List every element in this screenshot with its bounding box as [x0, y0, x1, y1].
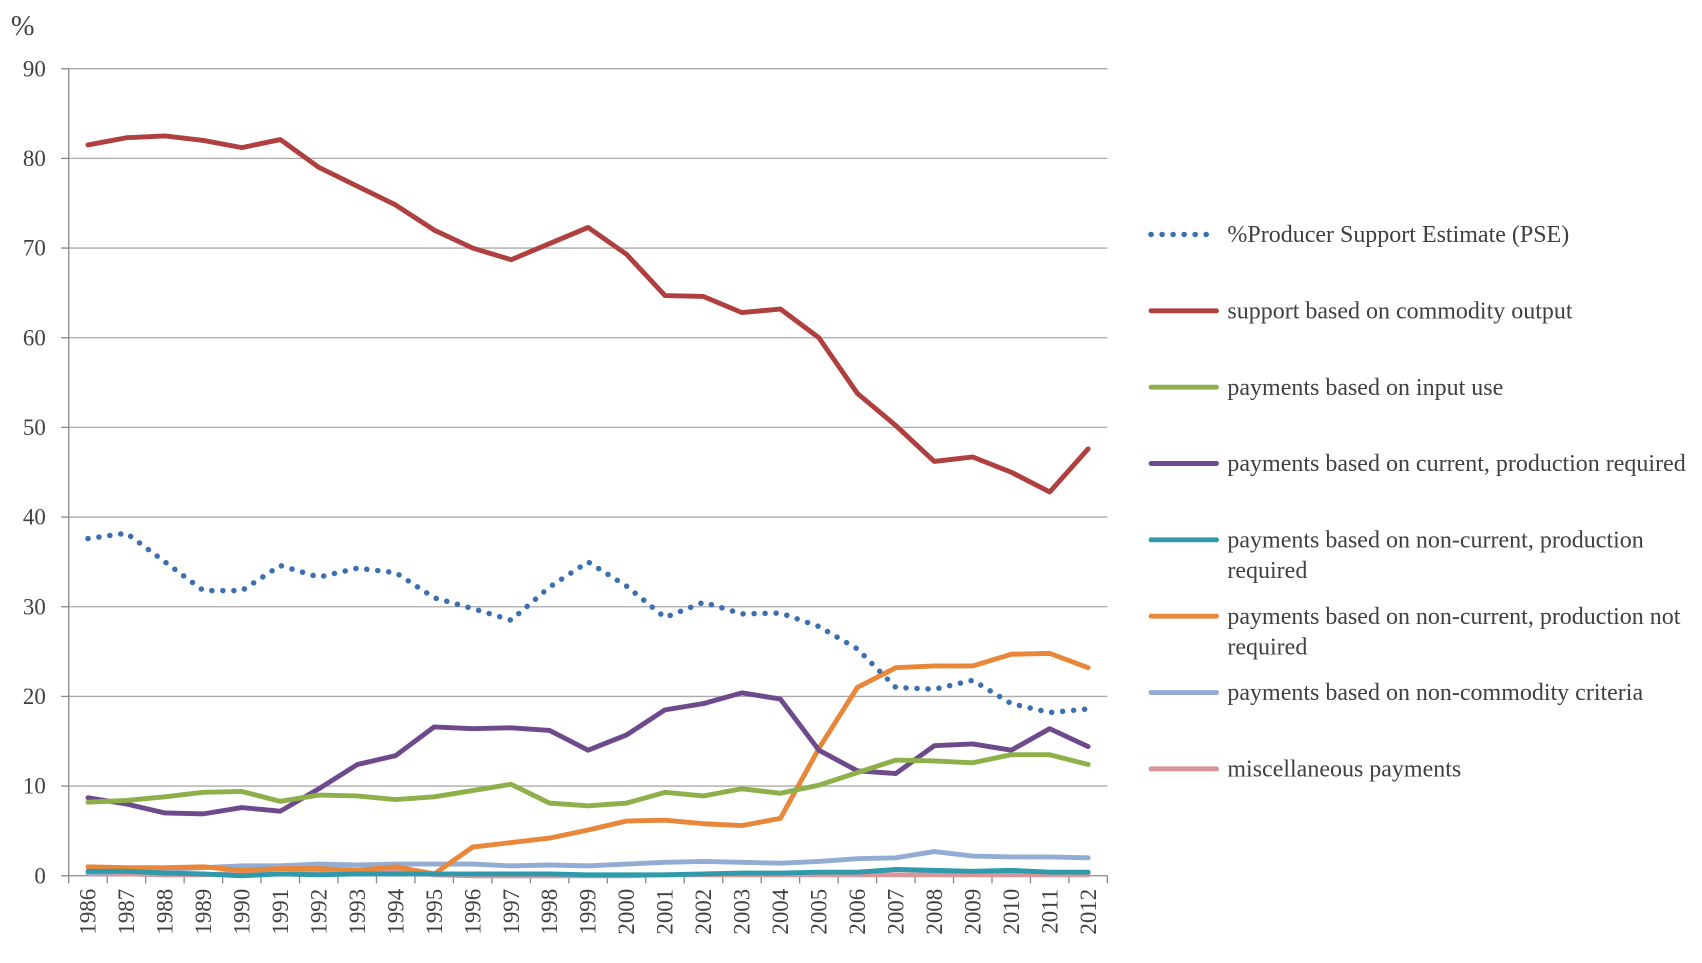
y-tick-label: 50	[23, 415, 46, 440]
x-tick-label: 2011	[1037, 889, 1062, 934]
legend-line: payments based on current, production re…	[1227, 451, 1685, 477]
x-tick-label: 1990	[229, 889, 254, 935]
series-line	[85, 133, 1091, 495]
y-tick-label: 40	[23, 505, 46, 530]
series-line	[85, 849, 1091, 876]
x-tick-label: 2006	[845, 889, 870, 935]
series-line	[85, 530, 1091, 716]
legend-line: payments based on non-commodity criteria	[1227, 680, 1643, 706]
y-tick-label: 0	[34, 863, 45, 888]
legend-label: %Producer Support Estimate (PSE)	[1227, 222, 1569, 248]
legend-label: payments based on input use	[1227, 375, 1503, 401]
x-tick-label: 2004	[768, 888, 793, 934]
legend-line: payments based on non-current, productio…	[1227, 527, 1643, 553]
x-tick-label: 2009	[960, 889, 985, 935]
x-tick-label: 2002	[691, 889, 716, 935]
series-line	[85, 752, 1091, 809]
series-line	[85, 690, 1091, 817]
legend-label: payments based on current, production re…	[1227, 451, 1685, 477]
legend-line: miscellaneous payments	[1227, 757, 1461, 783]
x-tick-label: 1991	[268, 889, 293, 935]
x-tick-label: 1996	[460, 889, 485, 935]
x-tick-label: 1987	[114, 889, 139, 935]
y-tick-label: 70	[23, 236, 46, 261]
x-tick-label: 2007	[883, 889, 908, 935]
legend-line: %Producer Support Estimate (PSE)	[1227, 222, 1569, 248]
x-tick-label: 1995	[422, 889, 447, 935]
x-tick-label: 1992	[306, 889, 331, 935]
x-tick-label: 1997	[499, 889, 524, 935]
legend-line: payments based on input use	[1227, 375, 1503, 401]
x-tick-label: 2008	[922, 889, 947, 935]
legend-label: payments based on non-current, productio…	[1227, 604, 1680, 661]
series-line	[85, 650, 1091, 877]
y-axis-label: %	[11, 11, 35, 42]
legend-line: support based on commodity output	[1227, 298, 1572, 324]
legend-label: payments based on non-commodity criteria	[1227, 680, 1643, 706]
x-tick-label: 1994	[383, 888, 408, 934]
series-line	[85, 867, 1091, 879]
x-tick-label: 1999	[576, 889, 601, 935]
legend-line: required	[1227, 634, 1307, 660]
legend-label: miscellaneous payments	[1227, 757, 1461, 783]
legend-label: support based on commodity output	[1227, 298, 1572, 324]
x-tick-label: 1988	[153, 889, 178, 935]
x-tick-label: 1998	[537, 889, 562, 935]
x-tick-label: 1989	[191, 889, 216, 935]
legend-label: payments based on non-current, productio…	[1227, 527, 1643, 584]
x-tick-label: 2012	[1076, 889, 1101, 935]
x-tick-label: 2001	[653, 889, 678, 935]
legend-line: required	[1227, 558, 1307, 584]
x-tick-label: 2005	[807, 889, 832, 935]
y-tick-label: 90	[23, 56, 46, 81]
y-tick-label: 10	[23, 774, 46, 799]
x-tick-label: 1986	[76, 889, 101, 935]
x-tick-label: 2003	[730, 889, 755, 935]
y-tick-label: 30	[23, 594, 46, 619]
legend-line: payments based on non-current, productio…	[1227, 604, 1680, 630]
y-tick-label: 80	[23, 146, 46, 171]
x-tick-label: 2000	[614, 889, 639, 935]
y-tick-label: 20	[23, 684, 46, 709]
x-tick-label: 1993	[345, 889, 370, 935]
x-tick-label: 2010	[999, 889, 1024, 935]
y-tick-label: 60	[23, 325, 46, 350]
